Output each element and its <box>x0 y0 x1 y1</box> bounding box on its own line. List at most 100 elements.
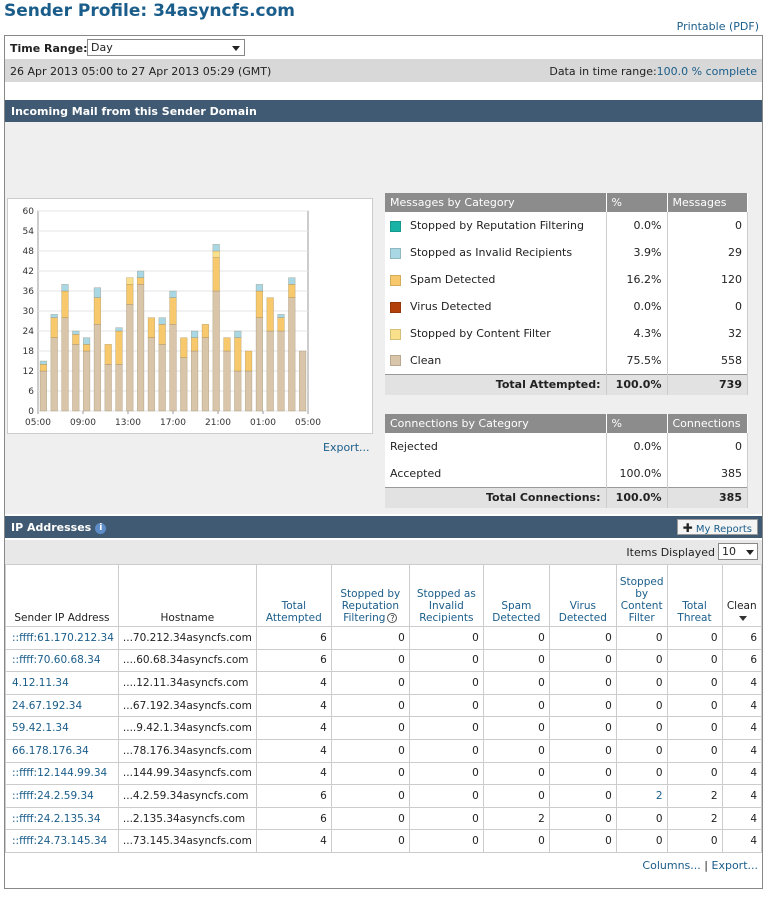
bar-segment <box>277 330 285 412</box>
bar-segment <box>212 244 220 252</box>
y-tick-label: 6 <box>28 387 34 397</box>
col-content-filter[interactable]: Stopped by Content Filter <box>615 564 668 627</box>
messages-row-label: Spam Detected <box>385 266 607 293</box>
bar-segment <box>72 334 80 345</box>
bar-segment <box>72 330 80 335</box>
hostname-cell: ...4.2.59.34asyncfs.com <box>117 784 257 808</box>
cell-spam: 0 <box>482 671 550 695</box>
cell-threat: 0 <box>666 693 723 718</box>
cell-total: 4 <box>255 716 332 740</box>
y-tick-label: 54 <box>23 227 35 237</box>
sender-ip-link[interactable]: ::ffff:61.170.212.34 <box>5 626 119 650</box>
cell-content[interactable]: 2 <box>615 784 668 808</box>
col-total-attempted[interactable]: Total Attempted <box>255 564 332 627</box>
bar-segment <box>191 330 199 338</box>
col-hostname[interactable]: Hostname <box>117 564 257 627</box>
messages-total-pct: 100.0% <box>606 373 668 395</box>
messages-row-label: Virus Detected <box>385 293 607 320</box>
y-tick-label: 42 <box>23 267 34 277</box>
sender-ip-link[interactable]: ::ffff:12.144.99.34 <box>5 761 119 786</box>
messages-row-text: Stopped by Content Filter <box>410 327 551 340</box>
time-range-value: Day <box>91 41 113 54</box>
bar-segment <box>39 370 47 412</box>
bar-segment <box>72 344 80 412</box>
printable-pdf-link[interactable]: Printable (PDF) <box>676 20 759 33</box>
bar-segment <box>245 350 253 372</box>
cell-content: 0 <box>615 671 668 695</box>
bar-segment <box>93 287 101 298</box>
hostname-cell: ....9.42.1.34asyncfs.com <box>117 716 257 740</box>
cell-threat: 0 <box>666 829 723 853</box>
table-row: 24.67.192.34 ...67.192.34asyncfs.com 4 0 0 0 0… <box>5 693 763 718</box>
connections-col-count: Connections <box>667 414 748 433</box>
hostname-cell: ...67.192.34asyncfs.com <box>117 693 257 718</box>
col-total-threat[interactable]: Total Threat <box>666 564 723 627</box>
bar-segment <box>277 314 285 318</box>
data-in-range-value-link[interactable]: 100.0 % complete <box>656 65 757 78</box>
cell-inv: 0 <box>408 626 484 650</box>
bar-segment <box>201 337 209 412</box>
bar-segment <box>83 337 91 345</box>
sender-ip-link[interactable]: 59.42.1.34 <box>5 716 119 740</box>
table-row: ::ffff:24.73.145.34 ...73.145.34asyncfs.c… <box>5 829 763 853</box>
sender-ip-link[interactable]: 24.67.192.34 <box>5 693 119 718</box>
items-displayed-label: Items Displayed <box>626 546 715 559</box>
page-title: Sender Profile: 34asyncfs.com <box>4 1 296 21</box>
messages-row-count: 558 <box>667 347 748 374</box>
cell-inv: 0 <box>408 806 484 831</box>
col-sender-ip[interactable]: Sender IP Address <box>5 564 119 627</box>
cell-clean: 4 <box>721 761 763 786</box>
bar-segment <box>93 297 101 325</box>
x-tick-label: 05:00 <box>25 418 51 428</box>
footer-separator: | <box>704 859 708 872</box>
cell-total: 4 <box>255 693 332 718</box>
cell-rep: 0 <box>330 806 410 831</box>
sender-ip-link[interactable]: 66.178.176.34 <box>5 738 119 763</box>
messages-row: Virus Detected 0.0% 0 <box>385 293 748 320</box>
columns-link[interactable]: Columns... <box>642 859 701 872</box>
connections-row-count: 385 <box>667 460 748 487</box>
bar-segment <box>234 330 242 338</box>
bar-segment <box>137 284 145 412</box>
col-spam-detected[interactable]: Spam Detected <box>482 564 550 627</box>
col-clean[interactable]: Clean <box>721 564 763 627</box>
connections-col-pct: % <box>606 414 668 433</box>
sender-ip-link[interactable]: ::ffff:24.2.59.34 <box>5 784 119 808</box>
bar-segment <box>288 284 296 298</box>
bar-segment <box>191 350 199 412</box>
bar-segment <box>115 364 123 412</box>
sender-ip-link[interactable]: 4.12.11.34 <box>5 671 119 695</box>
cell-content: 0 <box>615 716 668 740</box>
table-export-link[interactable]: Export... <box>711 859 759 872</box>
col-clean-label: Clean <box>726 600 757 612</box>
cell-spam: 0 <box>482 761 550 786</box>
bar-segment <box>126 304 134 412</box>
col-virus-detected[interactable]: Virus Detected <box>548 564 617 627</box>
y-tick-label: 12 <box>23 367 34 377</box>
chevron-down-icon <box>232 46 240 51</box>
chart-export-link[interactable]: Export... <box>323 441 370 454</box>
col-reputation[interactable]: Stopped by Reputation Filtering? <box>330 564 410 627</box>
cell-inv: 0 <box>408 784 484 808</box>
incoming-mail-header: Incoming Mail from this Sender Domain <box>5 100 762 122</box>
my-reports-button[interactable]: ✚ My Reports <box>676 519 758 535</box>
cell-clean: 4 <box>721 806 763 831</box>
bar-segment <box>39 364 47 372</box>
legend-swatch <box>390 220 401 232</box>
plus-icon: ✚ <box>682 521 693 535</box>
col-invalid-recipients[interactable]: Stopped as Invalid Recipients <box>408 564 484 627</box>
sender-ip-link[interactable]: ::ffff:24.73.145.34 <box>5 829 119 853</box>
cell-inv: 0 <box>408 716 484 740</box>
cell-spam: 0 <box>482 626 550 650</box>
items-displayed-select[interactable]: 10 <box>718 543 758 560</box>
cell-clean: 6 <box>721 648 763 673</box>
sender-ip-link[interactable]: ::ffff:70.60.68.34 <box>5 648 119 673</box>
cell-virus: 0 <box>548 761 617 786</box>
info-icon[interactable]: i <box>95 522 107 534</box>
messages-row-text: Virus Detected <box>410 300 492 313</box>
sender-ip-link[interactable]: ::ffff:24.2.135.34 <box>5 806 119 831</box>
time-range-select[interactable]: Day <box>87 39 245 56</box>
help-icon[interactable]: ? <box>387 613 398 623</box>
messages-row-count: 0 <box>667 293 748 320</box>
legend-swatch <box>390 301 401 313</box>
